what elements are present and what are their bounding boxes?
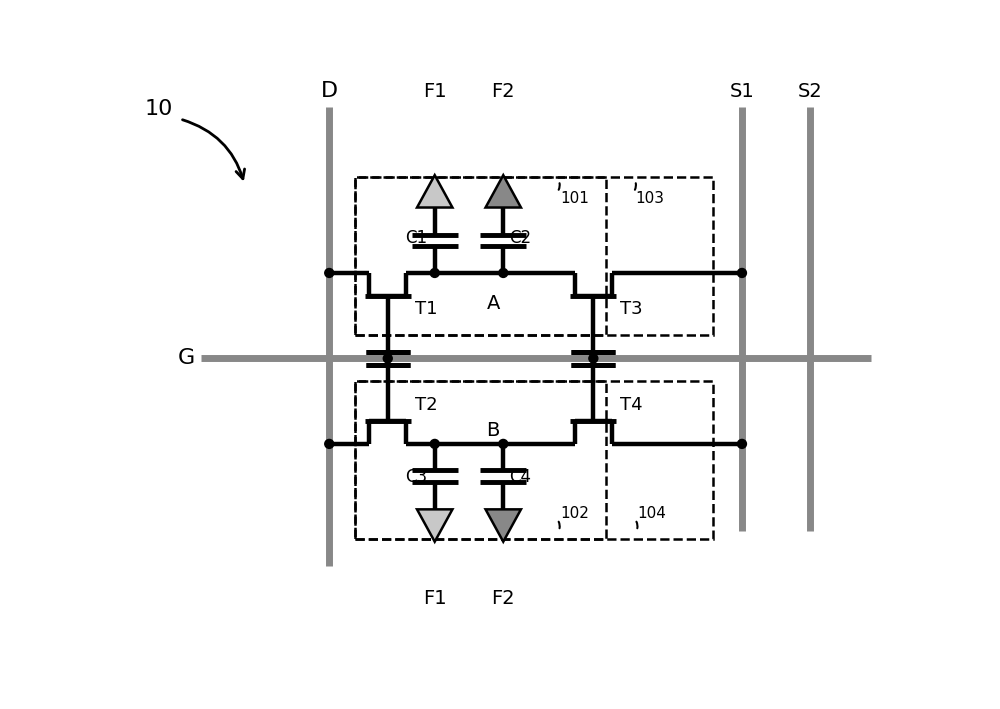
Circle shape [430,440,439,448]
Text: C1: C1 [405,229,428,247]
Circle shape [737,440,746,448]
Text: 101: 101 [560,191,589,206]
Polygon shape [417,175,452,208]
Circle shape [589,354,598,363]
Text: 103: 103 [636,191,665,206]
Circle shape [325,269,334,277]
Circle shape [499,269,508,277]
Polygon shape [417,509,452,542]
Polygon shape [486,175,521,208]
Text: F1: F1 [423,588,447,608]
Text: 10: 10 [144,99,173,119]
Text: C2: C2 [509,229,532,247]
Text: T2: T2 [415,396,437,414]
Text: T3: T3 [620,300,643,318]
Text: G: G [178,348,195,369]
Text: B: B [487,421,500,440]
Circle shape [737,269,746,277]
Text: A: A [487,294,500,313]
Text: S2: S2 [798,82,823,101]
Bar [355,381,713,539]
Text: F2: F2 [491,82,515,101]
Circle shape [383,354,392,363]
Text: F1: F1 [423,82,447,101]
Text: S1: S1 [730,82,754,101]
Text: 104: 104 [637,506,666,522]
Bar [355,177,713,335]
Polygon shape [486,509,521,542]
Text: T1: T1 [415,300,437,318]
Text: T4: T4 [620,396,643,414]
Text: F2: F2 [491,588,515,608]
Circle shape [499,440,508,448]
Text: D: D [321,82,338,101]
Circle shape [325,440,334,448]
Circle shape [430,269,439,277]
FancyArrowPatch shape [183,120,245,179]
Text: 102: 102 [560,506,589,522]
Bar [355,381,606,539]
Text: C3: C3 [405,468,428,486]
Text: C4: C4 [509,468,531,486]
Bar [355,177,606,335]
